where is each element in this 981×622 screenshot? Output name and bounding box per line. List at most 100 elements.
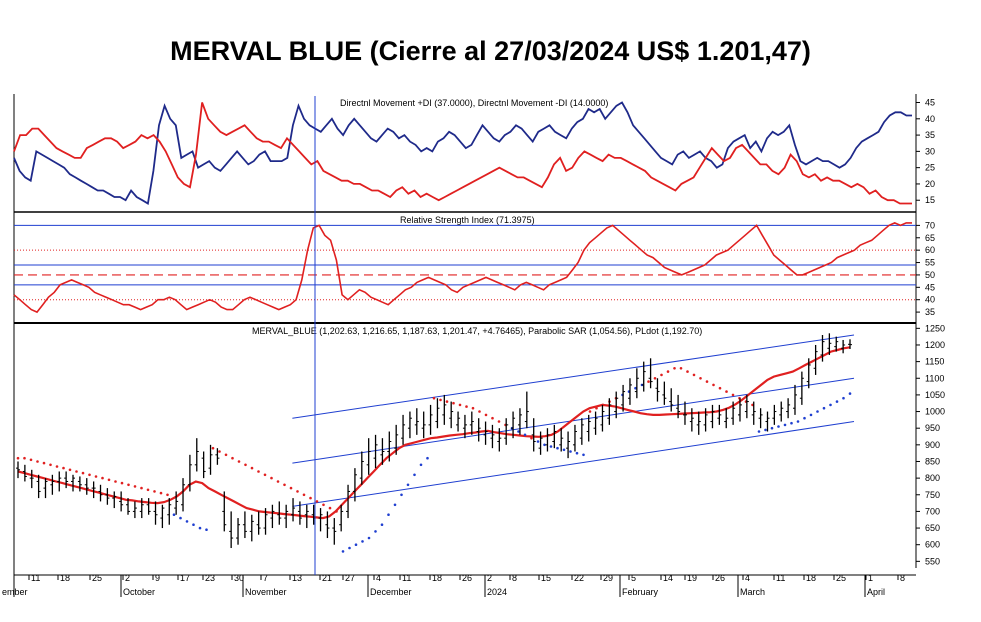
x-tick-label: 14 [663, 573, 673, 583]
sar-dot [588, 410, 592, 413]
sar-dot [198, 526, 202, 530]
y-tick-label: 550 [925, 556, 940, 566]
month-label: March [740, 587, 765, 597]
sar-dot [432, 396, 436, 400]
sar-dot [666, 370, 670, 373]
x-tick-label: 8 [900, 573, 905, 583]
month-label: ember [2, 587, 28, 597]
x-tick-label: 9 [155, 573, 160, 583]
month-label: November [245, 587, 287, 597]
x-tick-label: 18 [60, 573, 70, 583]
sar-dot [16, 456, 20, 460]
y-tick-label: 700 [925, 506, 940, 516]
sar-dot [237, 460, 241, 463]
sar-dot [23, 456, 26, 460]
di-minus-line [13, 102, 912, 205]
sar-dot [114, 480, 117, 483]
sar-dot [75, 470, 78, 473]
sar-dot [419, 463, 423, 467]
y-tick-label: 25 [925, 163, 935, 173]
x-tick-label: 18 [432, 573, 442, 583]
y-tick-label: 15 [925, 195, 935, 205]
x-tick-label: 11 [402, 573, 411, 583]
x-tick-label: 27 [345, 573, 355, 583]
x-tick-label: 8 [512, 573, 517, 583]
sar-dot [783, 423, 787, 427]
x-tick-label: 25 [92, 573, 102, 583]
sar-dot [465, 405, 468, 408]
sar-dot [809, 413, 813, 417]
sar-dot [400, 493, 403, 497]
sar-dot [81, 471, 85, 475]
sar-dot [562, 448, 566, 452]
y-tick-label: 1050 [925, 390, 945, 400]
sar-dot [549, 445, 553, 448]
y-tick-label: 850 [925, 456, 940, 466]
sar-dot [712, 383, 715, 387]
sar-dot [822, 406, 826, 410]
y-tick-label: 35 [925, 130, 935, 140]
x-tick-label: 7 [263, 573, 268, 583]
x-tick-label: 23 [205, 573, 215, 583]
trend-channel-line [292, 334, 855, 419]
rsi-line [13, 222, 912, 314]
sar-dot [835, 400, 839, 403]
sar-dot [127, 483, 130, 487]
sar-dot [361, 540, 364, 543]
x-tick-label: 29 [603, 573, 613, 583]
sar-dot [55, 465, 59, 468]
sar-dot [484, 413, 488, 417]
sar-dot [497, 420, 501, 423]
sar-dot [848, 392, 852, 395]
y-tick-label: 20 [925, 179, 935, 189]
sar-dot [816, 410, 819, 413]
sar-dot [140, 486, 143, 490]
sar-dot [731, 393, 735, 397]
sar-dot [634, 386, 637, 390]
x-tick-label: 22 [574, 573, 584, 583]
dmi-title: Directnl Movement +DI (37.0000), Directn… [340, 98, 608, 108]
sar-dot [796, 420, 800, 423]
x-tick-label: 17 [180, 573, 190, 583]
sar-dot [231, 456, 234, 460]
sar-dot [62, 466, 65, 470]
di-plus-line [13, 101, 912, 205]
sar-dot [517, 430, 520, 433]
sar-dot [309, 496, 312, 500]
sar-dot [556, 446, 559, 450]
month-label: 2024 [487, 587, 507, 597]
sar-dot [387, 513, 390, 516]
x-tick-label: 15 [541, 573, 551, 583]
sar-dot [94, 475, 98, 478]
month-label: December [370, 587, 412, 597]
sar-dot [725, 390, 728, 393]
sar-dot [302, 493, 306, 497]
sar-dot [159, 491, 163, 495]
sar-dot [718, 386, 722, 390]
sar-dot [107, 478, 111, 482]
sar-dot [452, 401, 455, 405]
sar-dot [406, 483, 410, 487]
month-label: February [622, 587, 659, 597]
y-tick-label: 1150 [925, 357, 944, 367]
sar-dot [803, 416, 806, 420]
sar-dot [367, 536, 371, 540]
y-tick-label: 65 [925, 233, 935, 243]
sar-dot [757, 430, 761, 433]
sar-dot [673, 367, 676, 370]
sar-dot [536, 440, 540, 443]
y-tick-label: 70 [925, 220, 935, 230]
sar-dot [777, 425, 780, 428]
y-tick-label: 50 [925, 270, 935, 280]
sar-dot [478, 410, 481, 413]
y-tick-label: 650 [925, 523, 940, 533]
y-tick-label: 1000 [925, 407, 945, 417]
sar-dot [842, 396, 845, 400]
sar-dot [439, 398, 442, 402]
sar-dot [354, 543, 358, 546]
sar-dot [530, 436, 533, 440]
sar-dot [211, 446, 215, 450]
sar-dot [68, 468, 72, 472]
sar-dot [263, 473, 267, 477]
sar-dot [289, 486, 293, 490]
